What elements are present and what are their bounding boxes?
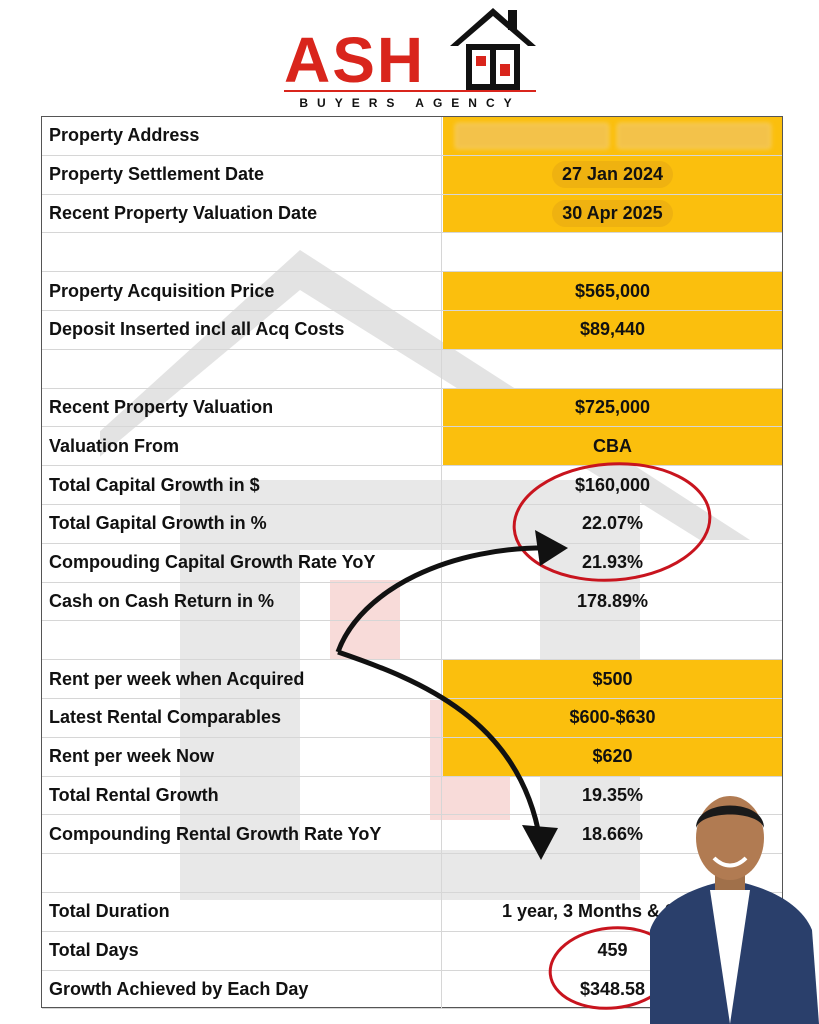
row-value: CBA [443, 427, 782, 466]
row-value [443, 117, 782, 155]
table-row: Property Acquisition Price $565,000 [42, 272, 782, 311]
row-label: Total Days [42, 931, 442, 970]
brand-tagline: BUYERS AGENCY [299, 96, 521, 110]
table-row: Total Gapital Growth in % 22.07% [42, 505, 782, 544]
row-value [443, 350, 782, 388]
row-value [443, 233, 782, 271]
date-pill: 30 Apr 2025 [552, 199, 673, 227]
row-label: Compouding Capital Growth Rate YoY [42, 543, 442, 582]
date-pill: 27 Jan 2024 [551, 161, 674, 189]
table-row: Property Settlement Date 27 Jan 2024 [42, 155, 782, 195]
redacted-address [454, 122, 771, 149]
table-row: Cash on Cash Return in % 178.89% [42, 582, 782, 622]
table-row: Latest Rental Comparables $600-$630 [42, 699, 782, 738]
row-label [42, 349, 442, 388]
row-label: Total Duration [42, 893, 442, 931]
row-label [42, 621, 442, 660]
row-label: Total Capital Growth in $ [42, 466, 442, 504]
brand-name: ASH [284, 24, 426, 96]
row-label: Growth Achieved by Each Day [42, 970, 442, 1009]
row-value: $600-$630 [443, 699, 782, 737]
row-label: Rent per week Now [42, 737, 442, 776]
row-label: Recent Property Valuation [42, 388, 442, 427]
row-label: Total Gapital Growth in % [42, 505, 442, 543]
row-value: $565,000 [443, 272, 782, 310]
row-label: Property Settlement Date [42, 155, 442, 194]
row-label: Valuation From [42, 427, 442, 466]
row-label: Rent per week when Acquired [42, 660, 442, 698]
table-row: Valuation From CBA [42, 427, 782, 467]
row-value: $500 [443, 660, 782, 698]
row-value: $725,000 [443, 388, 782, 427]
table-row: Compounding Rental Growth Rate YoY 18.66% [42, 815, 782, 855]
row-value: 27 Jan 2024 [443, 155, 782, 194]
row-value: 22.07% [581, 513, 644, 534]
row-value: $89,440 [443, 311, 782, 349]
row-label: Property Acquisition Price [42, 272, 442, 310]
table-row [42, 233, 782, 273]
row-label: Property Address [42, 117, 442, 155]
row-value [443, 621, 782, 659]
row-value: 178.89% [576, 590, 649, 611]
table-row [42, 349, 782, 389]
row-label: Compounding Rental Growth Rate YoY [42, 815, 442, 854]
row-label: Latest Rental Comparables [42, 699, 442, 737]
row-value: 30 Apr 2025 [443, 194, 782, 233]
table-row [42, 854, 782, 893]
row-value: 18.66% [581, 823, 644, 844]
row-label: Recent Property Valuation Date [42, 194, 442, 233]
row-label [42, 854, 442, 892]
table-row: Compouding Capital Growth Rate YoY 21.93% [42, 543, 782, 583]
house-logo-icon [450, 8, 536, 92]
row-label: Deposit Inserted incl all Acq Costs [42, 311, 442, 349]
table-row: Recent Property Valuation $725,000 [42, 388, 782, 428]
logo-underline [284, 90, 536, 92]
row-label [42, 233, 442, 272]
row-value: 19.35% [581, 784, 644, 805]
row-value: $620 [443, 737, 782, 776]
row-value: $160,000 [574, 474, 651, 495]
row-value: 21.93% [581, 552, 644, 573]
brand-logo: ASH BUYERS AGENCY [284, 6, 536, 110]
table-row [42, 621, 782, 661]
row-label: Cash on Cash Return in % [42, 582, 442, 621]
table-row: Rent per week Now $620 [42, 737, 782, 777]
table-row: Total Capital Growth in $ $160,000 [42, 466, 782, 505]
agent-photo [650, 796, 819, 1024]
table-row: Rent per week when Acquired $500 [42, 660, 782, 699]
table-row: Property Address [42, 117, 782, 156]
row-label: Total Rental Growth [42, 776, 442, 815]
table-row: Recent Property Valuation Date 30 Apr 202… [42, 194, 782, 234]
table-row: Deposit Inserted incl all Acq Costs $89,4… [42, 311, 782, 350]
